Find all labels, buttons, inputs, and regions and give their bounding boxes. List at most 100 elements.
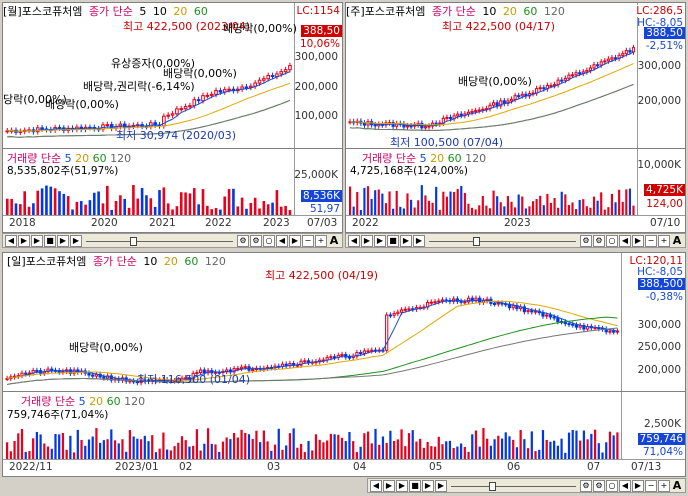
daily-plus-button[interactable]: + xyxy=(658,479,670,492)
candle-body xyxy=(332,356,337,359)
weekly-stop-button[interactable]: ■ xyxy=(387,234,399,247)
volume-bar xyxy=(253,197,257,217)
daily-time-axis: 2022/11 2023/01 02 03 04 05 06 07 07/13 xyxy=(3,459,685,476)
candle-body xyxy=(621,53,625,56)
daily-price-plot[interactable] xyxy=(3,253,623,391)
monthly-settings-icon[interactable]: ⚙ xyxy=(250,234,262,247)
candle-body xyxy=(399,309,404,313)
volume-bar xyxy=(374,428,377,460)
monthly-zoom-in-button[interactable]: ▶ xyxy=(289,234,301,247)
volume-bar xyxy=(474,430,478,460)
candle-body xyxy=(195,372,199,375)
volume-bar xyxy=(23,191,27,217)
monthly-volume-plot[interactable] xyxy=(3,149,296,217)
volume-bar xyxy=(430,446,433,460)
volume-bar xyxy=(625,189,628,217)
weekly-vol-tag: 4,725K xyxy=(644,184,685,196)
volume-bar xyxy=(247,434,251,460)
daily-end-button[interactable]: ▶ xyxy=(435,479,447,492)
monthly-scroll-left-button[interactable]: ◀ xyxy=(5,234,17,247)
volume-bar xyxy=(545,439,548,460)
monthly-font-icon[interactable]: A xyxy=(329,234,339,247)
weekly-chart-pane[interactable]: [주]포스코퓨처엠 종가 단순 10 20 60 120 LC:286,5 HC… xyxy=(345,2,686,233)
volume-bar xyxy=(206,205,209,217)
weekly-circle-icon[interactable]: ○ xyxy=(606,234,618,247)
daily-zoom-in-button[interactable]: ▶ xyxy=(632,479,644,492)
monthly-zoom-slider[interactable] xyxy=(86,236,233,246)
weekly-symbol[interactable]: [주]포스코퓨처엠 xyxy=(346,5,426,18)
weekly-scroll-left-button[interactable]: ◀ xyxy=(348,234,360,247)
candle-body xyxy=(244,86,249,89)
volume-bar xyxy=(521,196,524,217)
monthly-next-button[interactable]: ▶ xyxy=(57,234,69,247)
weekly-minus-button[interactable]: − xyxy=(645,234,657,247)
daily-minus-button[interactable]: − xyxy=(645,479,657,492)
daily-volume-plot[interactable] xyxy=(3,392,623,460)
volume-bar xyxy=(499,202,502,217)
daily-volume-scale[interactable]: 2,500K 759,746 71,04% xyxy=(621,392,685,460)
weekly-plus-button[interactable]: + xyxy=(658,234,670,247)
monthly-price-scale[interactable]: LC:1154 388,50 10,06% 300,000 200,000 10… xyxy=(294,3,342,148)
daily-play-button[interactable]: ▶ xyxy=(396,479,408,492)
daily-zoom-out-button[interactable]: ◀ xyxy=(619,479,631,492)
volume-bar xyxy=(352,441,355,460)
weekly-font-icon[interactable]: A xyxy=(672,234,682,247)
daily-zoom-slider[interactable] xyxy=(451,481,576,491)
weekly-scroll-right-button[interactable]: ▶ xyxy=(361,234,373,247)
volume-bar xyxy=(121,439,124,460)
weekly-volume-plot[interactable] xyxy=(346,149,639,217)
daily-scroll-right-button[interactable]: ▶ xyxy=(383,479,395,492)
candle-body xyxy=(606,58,610,62)
daily-chart-pane[interactable]: [일]포스코퓨처엠 종가 단순 10 20 60 120 LC:120,11 H… xyxy=(2,252,686,477)
monthly-tick-100k: 100,000 xyxy=(294,110,338,122)
monthly-slider-thumb[interactable] xyxy=(130,236,138,246)
daily-price-scale[interactable]: LC:120,11 HC:-8,05 388,500 -0,38% 300,00… xyxy=(621,253,685,391)
daily-next-button[interactable]: ▶ xyxy=(422,479,434,492)
monthly-play-button[interactable]: ▶ xyxy=(31,234,43,247)
daily-symbol[interactable]: [일]포스코퓨처엠 xyxy=(7,255,87,268)
candle-body xyxy=(409,125,413,128)
monthly-symbol[interactable]: [월]포스코퓨처엠 xyxy=(3,5,83,18)
monthly-chart-pane[interactable]: [월]포스코퓨처엠 종가 단순 5 10 20 60 LC:1154 388,5… xyxy=(2,2,343,233)
daily-stop-button[interactable]: ■ xyxy=(409,479,421,492)
monthly-gear-icon[interactable]: ⚙ xyxy=(237,234,249,247)
daily-scroll-left-button[interactable]: ◀ xyxy=(370,479,382,492)
monthly-minus-button[interactable]: − xyxy=(302,234,314,247)
weekly-volume-scale[interactable]: 10,000K 4,725K 124,00 xyxy=(637,149,685,217)
monthly-price-plot[interactable] xyxy=(3,3,296,148)
monthly-circle-icon[interactable]: ○ xyxy=(263,234,275,247)
weekly-gear-icon[interactable]: ⚙ xyxy=(580,234,592,247)
weekly-slider-thumb[interactable] xyxy=(473,236,481,246)
daily-tick-200k: 200,000 xyxy=(637,364,681,376)
weekly-end-button[interactable]: ▶ xyxy=(413,234,425,247)
weekly-zoom-slider[interactable] xyxy=(429,236,576,246)
volume-bar xyxy=(396,439,399,460)
weekly-price-scale[interactable]: LC:286,5 HC:-8,05 388,50 -2,51% 300,000 … xyxy=(636,3,685,148)
daily-font-icon[interactable]: A xyxy=(672,479,682,492)
monthly-plus-button[interactable]: + xyxy=(315,234,327,247)
volume-bar xyxy=(337,434,340,460)
monthly-volume-scale[interactable]: 25,000K 8,536K 51,97 xyxy=(294,149,342,217)
candle-body xyxy=(429,301,433,304)
volume-bar xyxy=(349,186,352,217)
volume-bar xyxy=(553,440,556,460)
weekly-axis-date: 07/10 xyxy=(650,217,681,229)
daily-circle-icon[interactable]: ○ xyxy=(606,479,618,492)
weekly-price-plot[interactable] xyxy=(346,3,639,148)
daily-settings-icon[interactable]: ⚙ xyxy=(593,479,605,492)
candle-body xyxy=(109,124,114,129)
monthly-end-button[interactable]: ▶ xyxy=(70,234,82,247)
weekly-next-button[interactable]: ▶ xyxy=(400,234,412,247)
weekly-zoom-in-button[interactable]: ▶ xyxy=(632,234,644,247)
weekly-play-button[interactable]: ▶ xyxy=(374,234,386,247)
monthly-zoom-out-button[interactable]: ◀ xyxy=(276,234,288,247)
monthly-scroll-right-button[interactable]: ▶ xyxy=(18,234,30,247)
daily-gear-icon[interactable]: ⚙ xyxy=(580,479,592,492)
volume-bar xyxy=(117,443,120,460)
weekly-settings-icon[interactable]: ⚙ xyxy=(593,234,605,247)
weekly-zoom-out-button[interactable]: ◀ xyxy=(619,234,631,247)
candle-body xyxy=(610,57,614,60)
volume-bar xyxy=(140,188,144,217)
daily-slider-thumb[interactable] xyxy=(488,481,496,491)
monthly-stop-button[interactable]: ■ xyxy=(44,234,56,247)
